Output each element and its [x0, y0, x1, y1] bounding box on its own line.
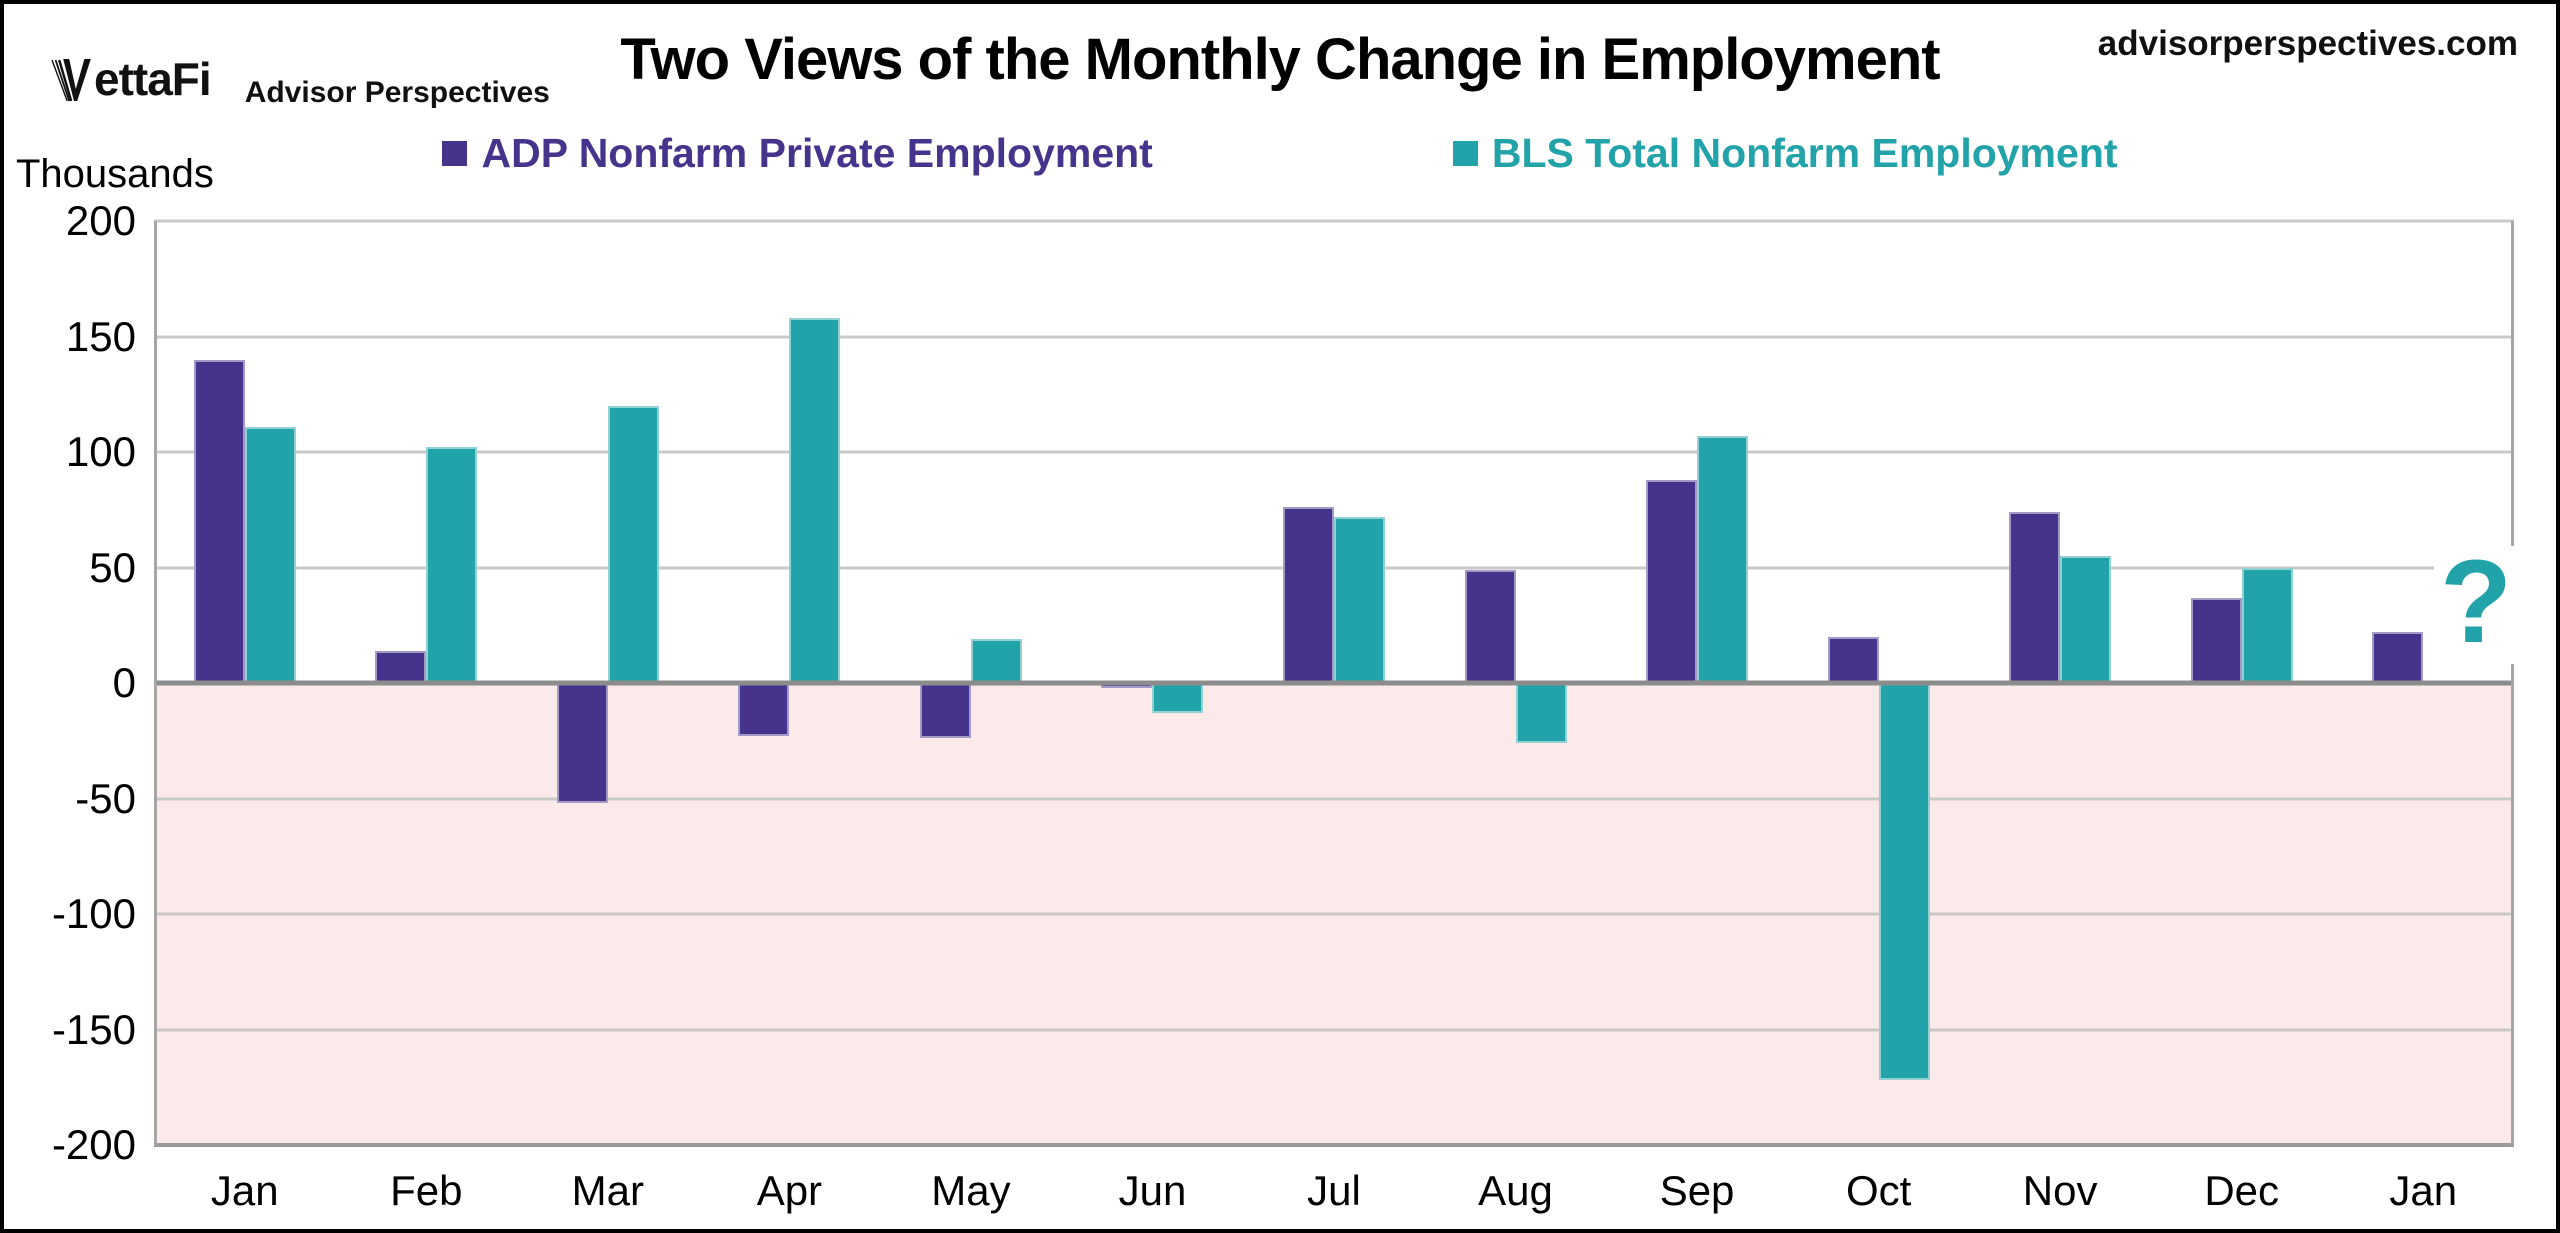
vettafi-brand: ettaFi Advisor Perspectives [50, 56, 550, 110]
x-tick-label-may-4: May [931, 1167, 1011, 1214]
bar-bls-apr-3 [789, 318, 841, 683]
x-tick-label-nov-10: Nov [2022, 1167, 2098, 1214]
legend-marker-bls-icon [1452, 141, 1478, 166]
bar-bls-jan-0 [244, 426, 296, 683]
gridline--50 [154, 797, 2514, 800]
legend-marker-adp-icon [442, 141, 468, 166]
gridline--100 [154, 912, 2514, 916]
x-tick-label-jan-12: Jan [2389, 1167, 2458, 1214]
y-tick-label-150: 150 [65, 312, 136, 360]
bar-adp-dec-11 [2190, 597, 2242, 683]
x-tick-label-jun-5: Jun [1118, 1167, 1187, 1214]
bar-adp-mar-2 [556, 683, 608, 804]
vettafi-logo-text: ettaFi [94, 53, 212, 105]
bar-bls-jun-5 [1152, 683, 1204, 714]
zero-axis-line [154, 680, 2514, 686]
bar-adp-apr-3 [738, 683, 790, 737]
missing-value-question-mark: ? [2434, 543, 2518, 664]
legend-label-adp: ADP Nonfarm Private Employment [481, 130, 1153, 176]
gridline-200 [154, 219, 2514, 223]
bar-bls-jul-6 [1334, 516, 1385, 683]
plot-area [154, 219, 2514, 1147]
legend-item-bls: BLS Total Nonfarm Employment [1452, 130, 2118, 177]
bar-adp-jan-0 [193, 359, 245, 683]
x-tick-label-feb-1: Feb [390, 1167, 463, 1214]
x-tick-label-jul-6: Jul [1307, 1167, 1361, 1214]
bar-bls-dec-11 [2241, 567, 2293, 683]
bar-adp-feb-1 [375, 650, 427, 683]
bar-adp-jul-6 [1283, 507, 1334, 683]
advisor-perspectives-label: Advisor Perspectives [244, 76, 550, 109]
gridline-150 [154, 335, 2514, 338]
chart-legend: ADP Nonfarm Private Employment BLS Total… [4, 130, 2556, 177]
x-tick-label-oct-9: Oct [1845, 1167, 1912, 1214]
x-tick-label-dec-11: Dec [2204, 1167, 2280, 1214]
x-tick-label-jan-0: Jan [210, 1167, 279, 1214]
bar-adp-nov-10 [2009, 512, 2061, 683]
legend-item-adp: ADP Nonfarm Private Employment [442, 130, 1153, 177]
vettafi-v-icon [51, 59, 91, 102]
bar-adp-oct-9 [1827, 636, 1879, 683]
x-tick-label-mar-2: Mar [571, 1167, 645, 1214]
bar-bls-oct-9 [1878, 683, 1930, 1081]
y-axis-unit-label: Thousands [16, 152, 214, 196]
y-tick-label-0: 0 [112, 659, 136, 706]
plot-border-left [154, 221, 157, 1145]
y-tick-label--200: -200 [51, 1121, 136, 1168]
bar-adp-aug-7 [1464, 569, 1516, 683]
y-tick-label-100: 100 [65, 428, 136, 475]
plot-border-right [2511, 221, 2514, 1145]
vettafi-logo: ettaFi [50, 53, 212, 105]
gridline--200 [154, 1143, 2514, 1147]
legend-label-bls: BLS Total Nonfarm Employment [1491, 130, 2118, 176]
bar-bls-may-4 [970, 639, 1022, 683]
x-tick-label-sep-8: Sep [1659, 1167, 1735, 1214]
bar-bls-aug-7 [1515, 683, 1567, 744]
y-tick-label-200: 200 [65, 197, 136, 244]
y-tick-label--150: -150 [51, 1005, 136, 1053]
y-tick-label-50: 50 [89, 543, 136, 591]
bar-bls-mar-2 [607, 405, 659, 683]
bar-bls-feb-1 [426, 447, 478, 683]
chart-title: Two Views of the Monthly Change in Emplo… [620, 27, 1940, 92]
x-tick-label-aug-7: Aug [1478, 1167, 1553, 1214]
bar-bls-nov-10 [2060, 555, 2112, 683]
bar-adp-jan-12 [2372, 632, 2424, 683]
y-tick-label--50: -50 [75, 774, 136, 822]
website-label: advisorperspectives.com [2097, 24, 2518, 63]
y-tick-label--100: -100 [51, 890, 136, 937]
bar-adp-may-4 [919, 683, 971, 739]
bar-adp-sep-8 [1646, 479, 1698, 683]
gridline-100 [154, 450, 2514, 454]
gridline--150 [154, 1028, 2514, 1031]
x-tick-label-apr-3: Apr [756, 1167, 823, 1214]
bar-bls-sep-8 [1697, 435, 1749, 683]
